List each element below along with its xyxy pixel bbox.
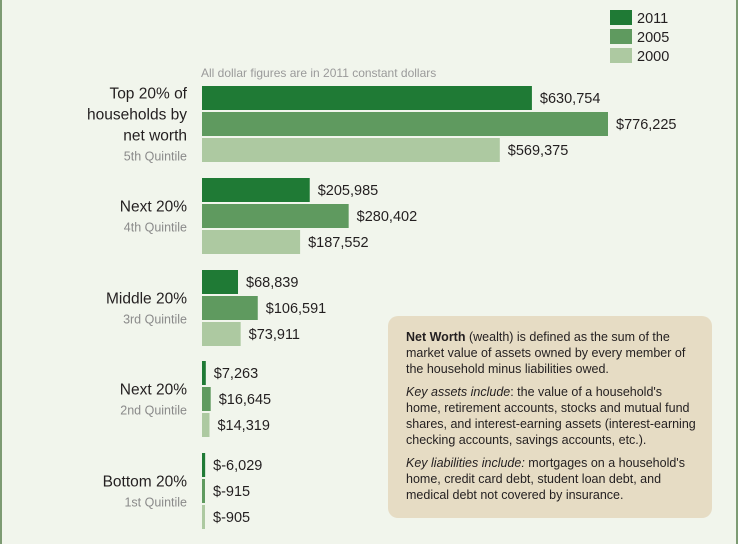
- bar-2011: [202, 361, 206, 385]
- bar-2000: [202, 322, 241, 346]
- data-label: $569,375: [508, 143, 568, 159]
- category-sublabel: 4th Quintile: [124, 221, 187, 235]
- bar-2005: [202, 387, 211, 411]
- data-label: $187,552: [308, 235, 368, 251]
- frame-border-right: [736, 0, 738, 544]
- legend-label-2000: 2000: [637, 49, 669, 65]
- note-net-worth: Net Worth (wealth) is defined as the sum…: [406, 330, 686, 376]
- category-label: Bottom 20%: [103, 474, 188, 491]
- bar-2000: [202, 230, 301, 254]
- bar-2005: [202, 204, 349, 228]
- data-label: $106,591: [266, 301, 326, 317]
- data-label: $-915: [213, 484, 250, 500]
- bar-2011: [202, 270, 239, 294]
- legend: 2011 2005 2000: [610, 10, 669, 65]
- frame-border-left: [0, 0, 2, 544]
- bar-2011: [202, 453, 206, 477]
- definition-note: Net Worth (wealth) is defined as the sum…: [388, 316, 712, 518]
- data-label: $73,911: [249, 327, 300, 343]
- category-sublabel: 1st Quintile: [124, 496, 187, 510]
- bar-2000: [202, 505, 205, 529]
- note-key-liabilities: Key liabilities include: mortgages on a …: [406, 456, 685, 502]
- bar-2005: [202, 112, 608, 136]
- category-label: Top 20% of: [109, 86, 187, 103]
- bar-2000: [202, 138, 500, 162]
- category-sublabel: 5th Quintile: [124, 150, 187, 164]
- data-label: $205,985: [318, 183, 378, 199]
- bar-2011: [202, 86, 532, 110]
- legend-swatch-2011: [610, 10, 632, 25]
- data-label: $280,402: [357, 209, 417, 225]
- category-label: households by: [87, 107, 187, 124]
- data-label: $14,319: [217, 418, 269, 434]
- category-sublabel: 2nd Quintile: [120, 404, 187, 418]
- bar-2000: [202, 413, 210, 437]
- data-label: $68,839: [246, 275, 298, 291]
- category-sublabel: 3rd Quintile: [123, 313, 187, 327]
- data-label: $630,754: [540, 91, 600, 107]
- data-label: $776,225: [616, 117, 676, 133]
- legend-swatch-2000: [610, 48, 632, 63]
- legend-swatch-2005: [610, 29, 632, 44]
- bar-2011: [202, 178, 310, 202]
- category-label: Middle 20%: [106, 291, 187, 308]
- data-label: $16,645: [219, 392, 271, 408]
- data-label: $-905: [213, 510, 250, 526]
- legend-label-2011: 2011: [637, 11, 668, 27]
- bars-group: Top 20% of households by net worth 5th Quin…: [87, 86, 676, 529]
- bar-2005: [202, 479, 205, 503]
- category-label: net worth: [123, 128, 187, 145]
- chart-subtitle: All dollar figures are in 2011 constant …: [201, 66, 436, 80]
- data-label: $-6,029: [213, 458, 262, 474]
- bar-2005: [202, 296, 258, 320]
- data-label: $7,263: [214, 366, 258, 382]
- note-key-assets: Key assets include: the value of a house…: [406, 385, 696, 447]
- legend-label-2005: 2005: [637, 30, 669, 46]
- category-label: Next 20%: [120, 382, 187, 399]
- category-label: Next 20%: [120, 199, 187, 216]
